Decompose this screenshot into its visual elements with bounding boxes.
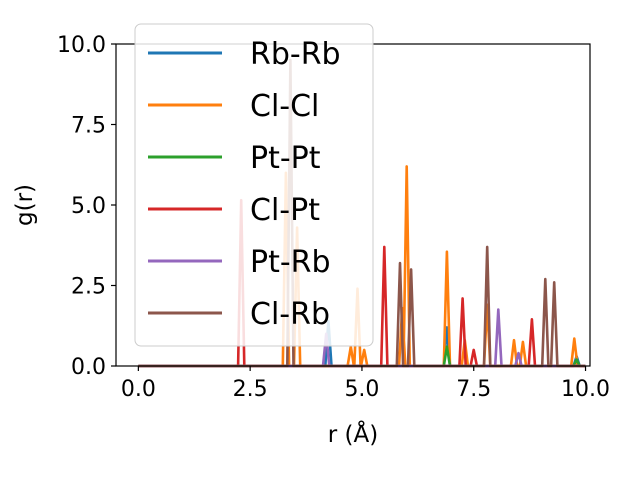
legend: Rb-Rb Cl-Cl Pt-Pt Cl-Pt Pt-Rb Cl-Rb <box>134 23 374 347</box>
y-tick-label: 2.5 <box>71 275 106 300</box>
legend-label-rb-rb: Rb-Rb <box>250 37 341 72</box>
x-tick-label: 0.0 <box>121 377 156 402</box>
legend-label-cl-pt: Cl-Pt <box>250 193 320 228</box>
x-axis: 0.0 2.5 5.0 7.5 10.0 <box>121 366 610 402</box>
x-tick-label: 5.0 <box>344 377 379 402</box>
y-axis: 0.0 2.5 5.0 7.5 10.0 <box>57 33 116 380</box>
x-tick-label: 2.5 <box>233 377 268 402</box>
legend-label-pt-rb: Pt-Rb <box>250 245 331 280</box>
y-tick-label: 0.0 <box>71 355 106 380</box>
x-axis-label: r (Å) <box>328 420 378 448</box>
y-tick-label: 10.0 <box>57 33 106 58</box>
x-tick-label: 7.5 <box>456 377 491 402</box>
y-axis-label: g(r) <box>12 184 38 226</box>
legend-label-cl-rb: Cl-Rb <box>250 297 330 332</box>
y-tick-label: 7.5 <box>71 114 106 139</box>
legend-label-pt-pt: Pt-Pt <box>250 141 321 176</box>
y-tick-label: 5.0 <box>71 194 106 219</box>
x-tick-label: 10.0 <box>561 377 610 402</box>
legend-label-cl-cl: Cl-Cl <box>250 89 319 124</box>
